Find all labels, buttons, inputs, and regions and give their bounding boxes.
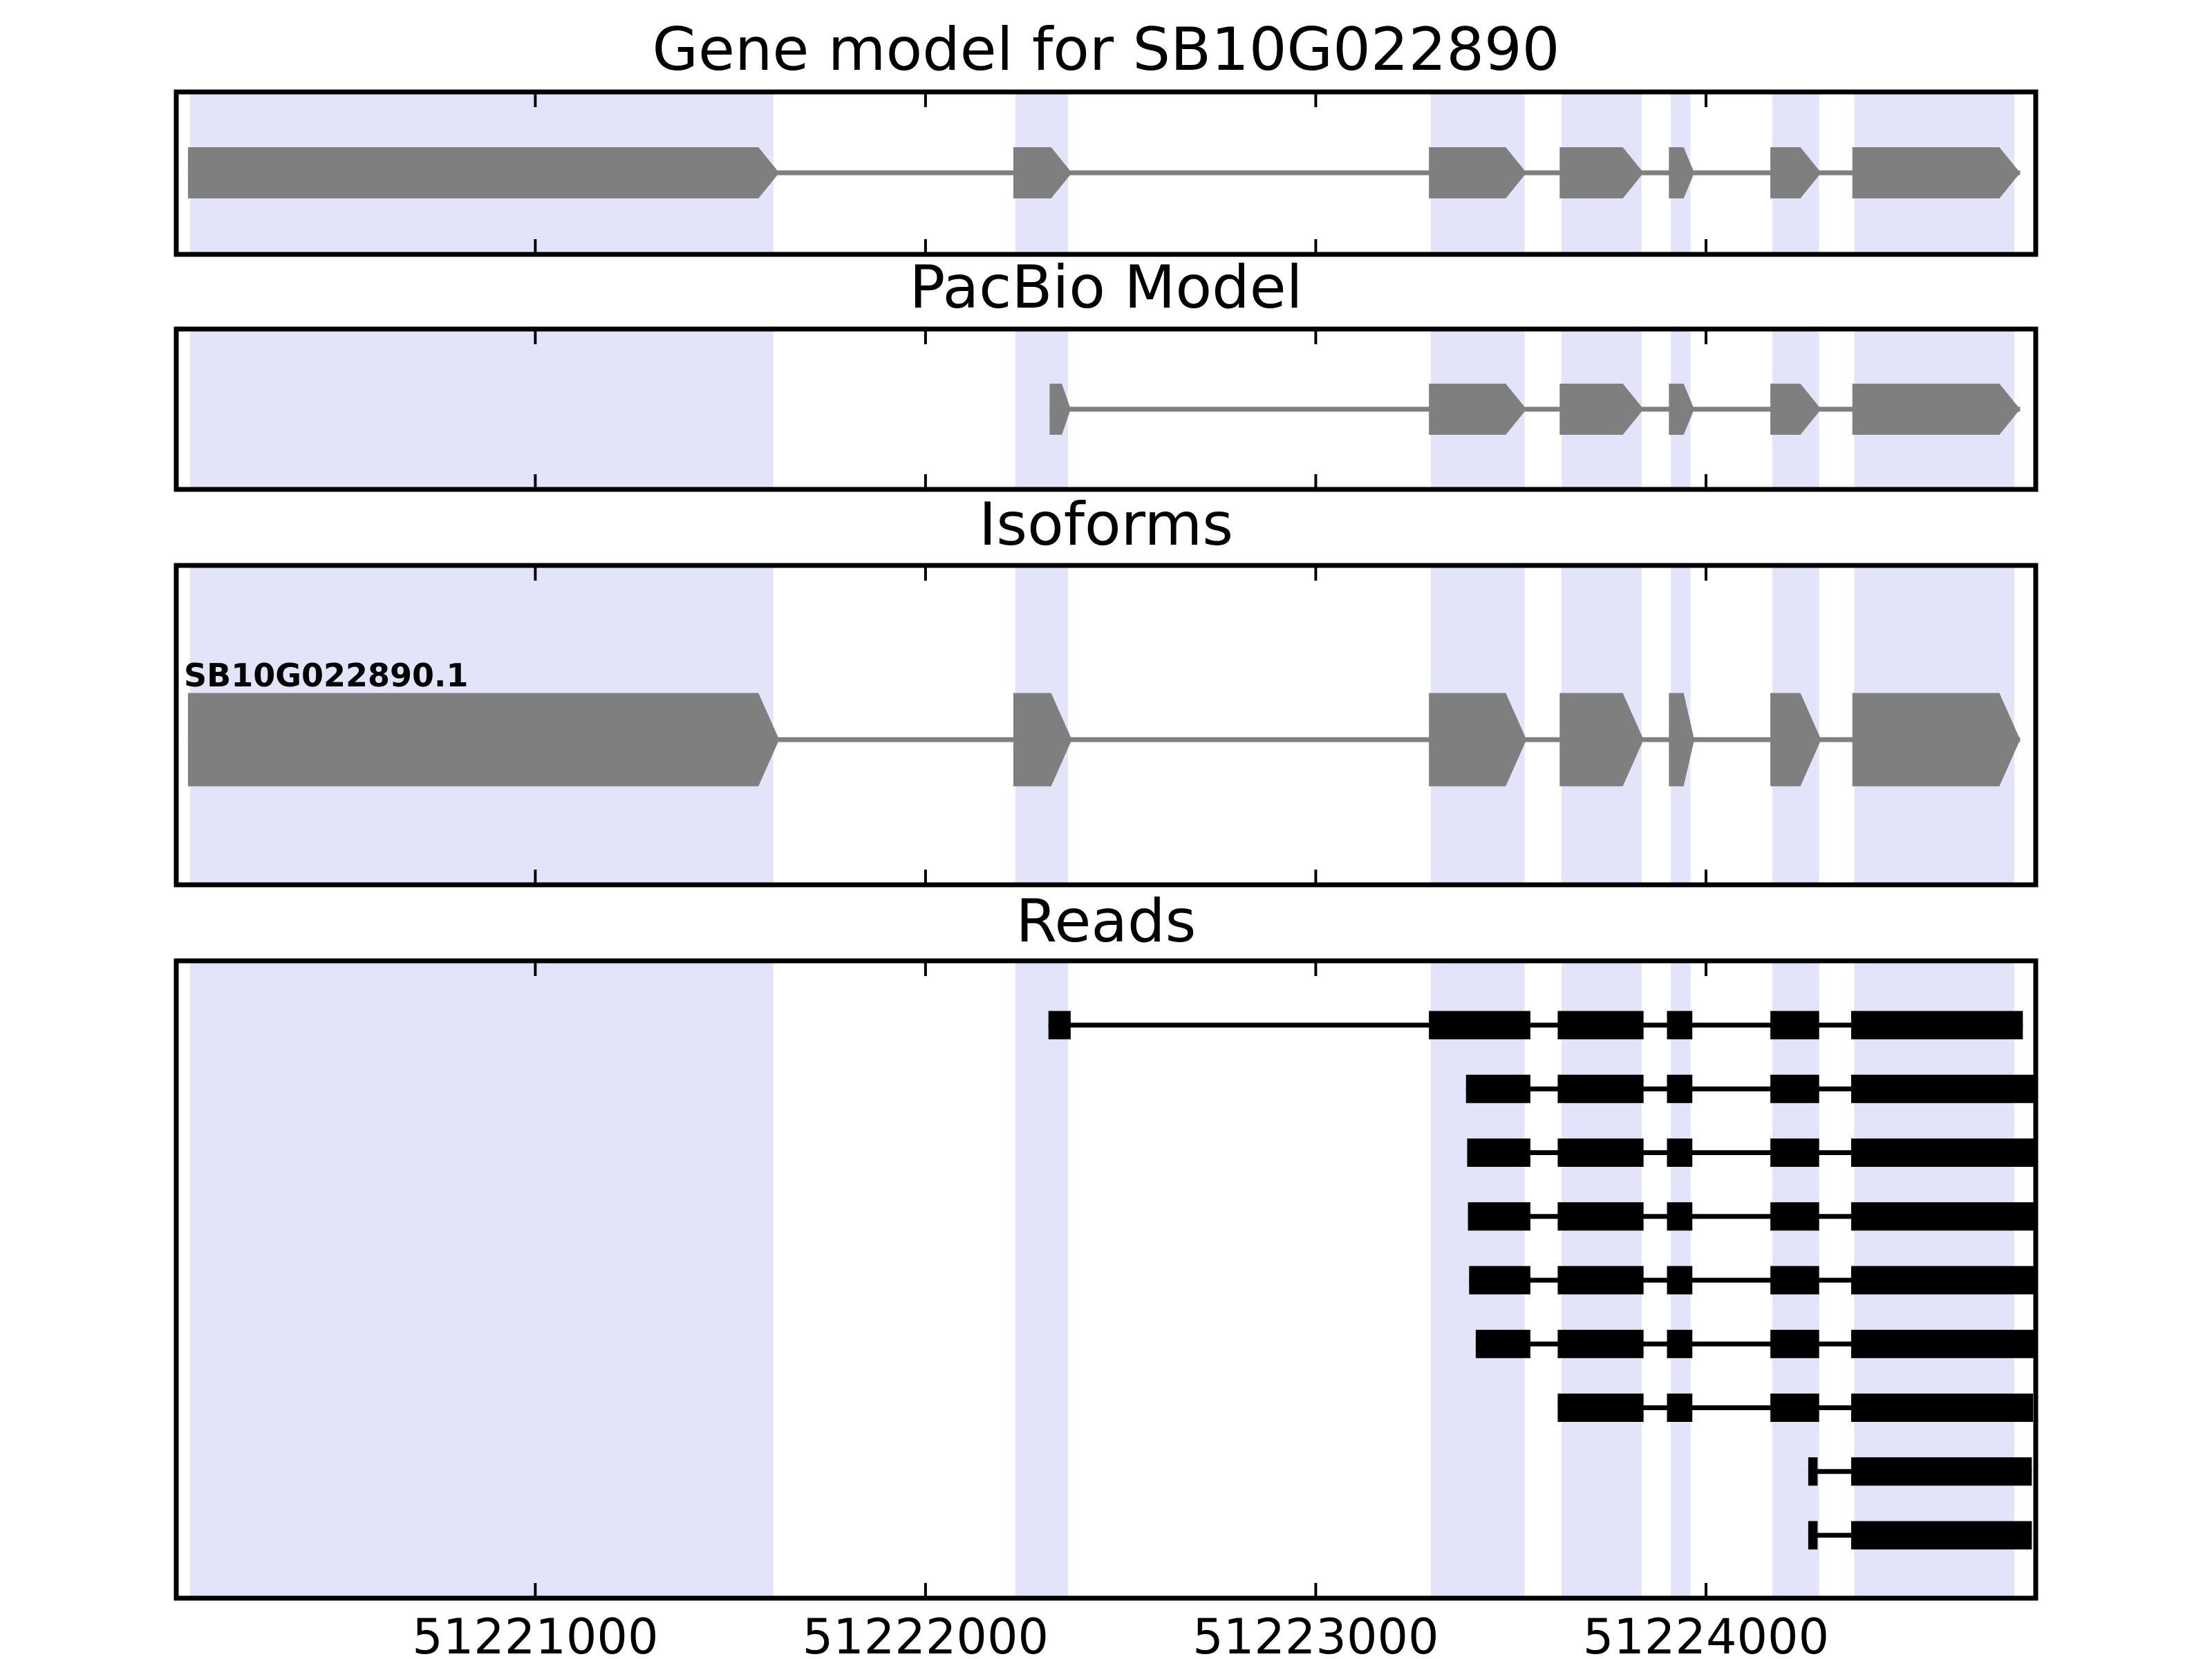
exon-arrow [1429,384,1527,435]
read-block [1557,1202,1644,1231]
exon-arrow [1559,693,1644,787]
exon-arrow [187,693,780,787]
x-tick-label: 51223000 [1192,1609,1438,1659]
read-block [1557,1138,1644,1167]
read-block [1850,1138,2036,1167]
exon-highlight-band [189,329,774,489]
read-block [1667,1266,1693,1295]
exon-arrow [1013,693,1072,787]
panel-border [174,326,2038,492]
read-block [1557,1394,1644,1422]
read-block [1808,1521,1818,1550]
read-block [1667,1011,1693,1040]
read-block [1850,1521,2032,1550]
exon-arrow [1013,147,1072,198]
exon-arrow [1559,384,1644,435]
exon-arrow [1669,693,1695,787]
exon-arrow [1429,147,1527,198]
read-block [1475,1329,1530,1358]
exon-arrow [1770,147,1821,198]
read-block [1557,1329,1644,1358]
read-block [1557,1074,1644,1103]
panel-gene_model-0 [174,89,2038,257]
panel-border [174,89,2038,257]
read-block [1770,1138,1819,1167]
exon-highlight-band [1015,961,1068,1598]
read-block [1667,1138,1693,1167]
read-block [1429,1011,1530,1040]
exon-highlight-band [189,961,774,1598]
read-block [1850,1266,2036,1295]
read-block [1850,1394,2034,1422]
exon-arrow [1770,384,1821,435]
x-tick-label: 51221000 [412,1609,658,1659]
read-block [1048,1011,1071,1040]
exon-arrow [1559,147,1644,198]
reads-panel-title: Reads [1016,887,1197,956]
read-block [1465,1074,1530,1103]
read-block [1557,1266,1644,1295]
read-block [1770,1394,1819,1422]
panel-reads-3 [174,958,2038,1601]
isoform-label: SB10G022890.1 [184,657,468,694]
panel-isoform-2 [174,563,2038,888]
read-block [1467,1138,1530,1167]
read-block [1469,1266,1530,1295]
read-block [1468,1202,1530,1231]
read-block [1770,1011,1819,1040]
read-block [1770,1329,1819,1358]
read-block [1850,1329,2034,1358]
read-block [1808,1457,1818,1486]
exon-arrow [1429,693,1527,787]
read-block [1667,1394,1693,1422]
figure-title: Gene model for SB10G022890 [653,15,1560,84]
read-block [1557,1011,1644,1040]
x-tick-label: 51222000 [803,1609,1049,1659]
isoforms-panel-title: Isoforms [979,490,1233,559]
read-block [1667,1329,1693,1358]
panel-border [174,563,2038,888]
read-block [1770,1266,1819,1295]
exon-arrow [1852,147,2021,198]
exon-arrow [1669,384,1695,435]
panel-border [174,958,2038,1601]
read-block [1770,1202,1819,1231]
panel-gene_model-1 [174,326,2038,492]
exon-arrow [1852,384,2021,435]
exon-arrow [1669,147,1695,198]
pacbio-panel-title: PacBio Model [909,253,1302,322]
read-block [1850,1457,2032,1486]
exon-arrow [1049,384,1071,435]
exon-arrow [1770,693,1821,787]
panels-layer [174,89,2038,1601]
read-block [1667,1202,1693,1231]
read-block [1667,1074,1693,1103]
read-block [1850,1074,2036,1103]
exon-arrow [1852,693,2021,787]
x-tick-label: 51224000 [1583,1609,1829,1659]
exon-arrow [187,147,780,198]
x-axis-tick-labels: 51221000 51222000 51223000 51224000 [412,1609,1829,1659]
read-block [1770,1074,1819,1103]
read-block [1850,1011,2023,1040]
read-block [1850,1202,2036,1231]
